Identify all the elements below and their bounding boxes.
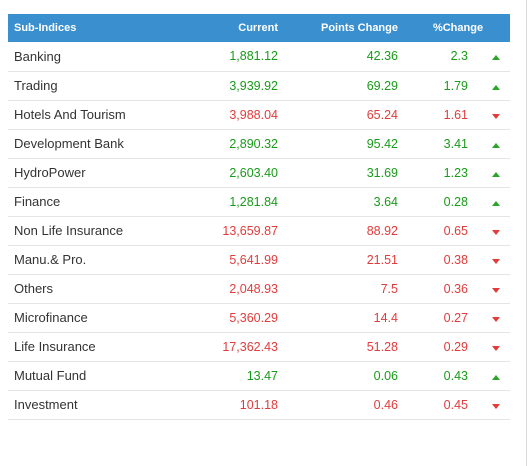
- points-change-value: 51.28: [366, 339, 398, 354]
- triangle-up-icon: [492, 171, 500, 177]
- current-value: 1,881.12: [229, 49, 278, 64]
- sub-index-name: Hotels And Tourism: [14, 107, 126, 122]
- table-row[interactable]: Life Insurance 17,362.43 51.28 0.29: [8, 332, 510, 361]
- sub-index-name: Trading: [14, 78, 58, 93]
- pct-change-value: 0.27: [443, 310, 468, 325]
- points-change-value: 65.24: [366, 107, 398, 122]
- header-points-change[interactable]: Points Change: [320, 22, 398, 34]
- triangle-up-icon: [492, 200, 500, 206]
- pct-change-value: 1.79: [443, 78, 468, 93]
- trend-cell: [482, 361, 510, 390]
- table-row[interactable]: Finance 1,281.84 3.64 0.28: [8, 187, 510, 216]
- current-value: 13.47: [246, 368, 278, 383]
- current-value: 5,641.99: [229, 252, 278, 267]
- points-change-value: 0.06: [373, 368, 398, 383]
- trend-cell: [482, 158, 510, 187]
- points-change-value: 3.64: [373, 194, 398, 209]
- pct-change-value: 2.3: [450, 49, 468, 64]
- header-current[interactable]: Current: [238, 22, 278, 34]
- header-pct-change[interactable]: %Change: [432, 22, 484, 34]
- sub-index-name: Investment: [14, 397, 78, 412]
- pct-change-value: 0.29: [443, 339, 468, 354]
- sub-index-name: Banking: [14, 48, 61, 64]
- pct-change-value: 0.43: [443, 368, 468, 383]
- triangle-down-icon: [492, 229, 500, 235]
- triangle-down-icon: [492, 403, 500, 409]
- sub-index-name: Manu.& Pro.: [14, 252, 87, 267]
- table-row[interactable]: Banking 1,881.12 42.36 2.3: [8, 42, 510, 71]
- sub-index-name: Development Bank: [14, 136, 124, 151]
- triangle-up-icon: [492, 142, 500, 148]
- table-row[interactable]: Development Bank 2,890.32 95.42 3.41: [8, 129, 510, 158]
- pct-change-value: 3.41: [443, 136, 468, 151]
- points-change-value: 88.92: [366, 223, 398, 238]
- pct-change-value: 1.61: [443, 107, 468, 122]
- table-row[interactable]: Investment 101.18 0.46 0.45: [8, 390, 510, 419]
- pct-change-value: 1.23: [443, 165, 468, 180]
- sub-index-name: Non Life Insurance: [14, 223, 124, 238]
- triangle-up-icon: [492, 55, 500, 61]
- table-row[interactable]: Manu.& Pro. 5,641.99 21.51 0.38: [8, 245, 510, 274]
- pct-change-value: 0.38: [443, 252, 468, 267]
- points-change-value: 0.46: [373, 397, 398, 412]
- pct-change-value: 0.65: [443, 223, 468, 238]
- sub-indices-table: Sub-Indices Current Points Change %Chang…: [8, 14, 510, 420]
- trend-cell: [482, 100, 510, 129]
- points-change-value: 31.69: [366, 165, 398, 180]
- sub-index-name: Others: [14, 281, 54, 296]
- current-value: 101.18: [239, 397, 278, 412]
- trend-cell: [482, 216, 510, 245]
- trend-cell: [482, 187, 510, 216]
- current-value: 17,362.43: [222, 339, 278, 354]
- trend-cell: [482, 390, 510, 419]
- table-row[interactable]: Others 2,048.93 7.5 0.36: [8, 274, 510, 303]
- table-row[interactable]: Non Life Insurance 13,659.87 88.92 0.65: [8, 216, 510, 245]
- trend-cell: [482, 303, 510, 332]
- pct-change-value: 0.45: [443, 397, 468, 412]
- sub-index-name: Life Insurance: [14, 339, 96, 354]
- header-sub-indices[interactable]: Sub-Indices: [14, 22, 77, 34]
- trend-cell: [482, 129, 510, 158]
- trend-cell: [482, 274, 510, 303]
- trend-cell: [482, 71, 510, 100]
- sub-index-name: Microfinance: [14, 310, 88, 325]
- pct-change-value: 0.36: [443, 281, 468, 296]
- current-value: 5,360.29: [229, 310, 278, 325]
- table-row[interactable]: Mutual Fund 13.47 0.06 0.43: [8, 361, 510, 390]
- triangle-up-icon: [492, 84, 500, 90]
- points-change-value: 69.29: [366, 78, 398, 93]
- table-header-row: Sub-Indices Current Points Change %Chang…: [8, 14, 510, 42]
- triangle-down-icon: [492, 316, 500, 322]
- table-row[interactable]: Microfinance 5,360.29 14.4 0.27: [8, 303, 510, 332]
- current-value: 2,603.40: [229, 165, 278, 180]
- points-change-value: 95.42: [366, 136, 398, 151]
- current-value: 2,890.32: [229, 136, 278, 151]
- current-value: 3,939.92: [229, 78, 278, 93]
- triangle-down-icon: [492, 258, 500, 264]
- trend-cell: [482, 332, 510, 361]
- points-change-value: 14.4: [373, 310, 398, 325]
- current-value: 2,048.93: [229, 281, 278, 296]
- table-row[interactable]: Hotels And Tourism 3,988.04 65.24 1.61: [8, 100, 510, 129]
- trend-cell: [482, 42, 510, 71]
- table-body: Banking 1,881.12 42.36 2.3 Trading 3,939.92 69…: [8, 42, 510, 419]
- points-change-value: 42.36: [366, 49, 398, 64]
- triangle-down-icon: [492, 113, 500, 119]
- current-value: 1,281.84: [229, 194, 278, 209]
- current-value: 13,659.87: [222, 223, 278, 238]
- table-row[interactable]: Trading 3,939.92 69.29 1.79: [8, 71, 510, 100]
- triangle-down-icon: [492, 287, 500, 293]
- points-change-value: 21.51: [366, 252, 398, 267]
- triangle-up-icon: [492, 374, 500, 380]
- sub-index-name: HydroPower: [14, 165, 86, 180]
- trend-cell: [482, 245, 510, 274]
- sub-index-name: Finance: [14, 194, 61, 209]
- sub-index-name: Mutual Fund: [14, 368, 87, 383]
- table-row[interactable]: HydroPower 2,603.40 31.69 1.23: [8, 158, 510, 187]
- points-change-value: 7.5: [380, 281, 398, 296]
- triangle-down-icon: [492, 345, 500, 351]
- current-value: 3,988.04: [229, 107, 278, 122]
- pct-change-value: 0.28: [443, 194, 468, 209]
